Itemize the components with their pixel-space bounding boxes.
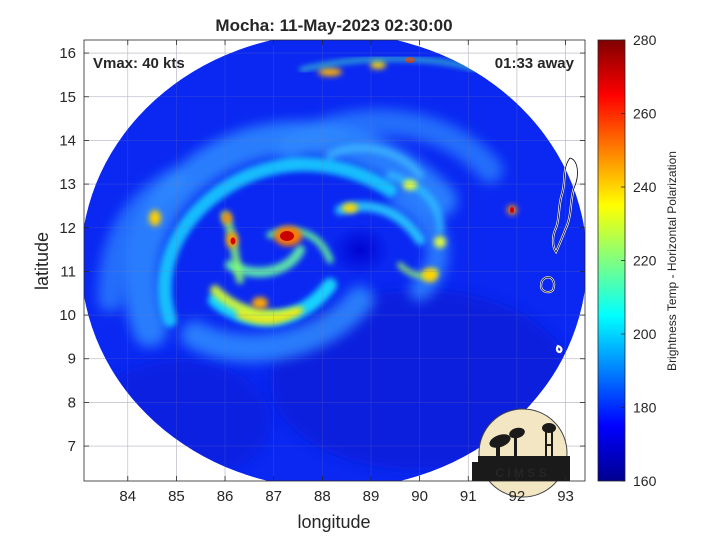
y-tick-label: 12 [59, 220, 76, 237]
colorbar [597, 39, 626, 482]
colorbar-tick-label: 260 [633, 106, 657, 122]
y-tick-label: 16 [59, 45, 76, 62]
colorbar-tick-label: 240 [633, 179, 657, 195]
x-tick-label: 90 [411, 488, 428, 505]
x-tick-label: 93 [557, 488, 574, 505]
x-tick-label: 92 [509, 488, 526, 505]
colorbar-tick-label: 200 [633, 326, 657, 342]
x-tick-label: 87 [265, 488, 282, 505]
logo-text: C I M S S [495, 466, 546, 480]
colorbar-tick-label: 160 [633, 473, 657, 489]
chart-title: Mocha: 11-May-2023 02:30:00 [215, 16, 452, 35]
y-tick-label: 9 [68, 351, 76, 368]
x-tick-label: 89 [363, 488, 380, 505]
x-tick-label: 85 [168, 488, 185, 505]
x-tick-label: 88 [314, 488, 331, 505]
x-tick-label: 86 [217, 488, 234, 505]
x-tick-label: 84 [119, 488, 136, 505]
x-axis-label: longitude [297, 512, 370, 532]
y-tick-label: 8 [68, 394, 76, 411]
colorbar-ticks: 160 180 200 220 240 260 280 [621, 32, 657, 489]
vmax-label: Vmax: 40 kts [93, 55, 185, 72]
cimss-logo: C I M S S [472, 408, 570, 498]
x-tick-label: 91 [460, 488, 477, 505]
colorbar-tick-label: 180 [633, 400, 657, 416]
colorbar-label: Brightness Temp - Horizontal Polarizatio… [665, 151, 679, 371]
y-tick-label: 13 [59, 176, 76, 193]
colorbar-tick-label: 280 [633, 32, 657, 48]
axes-frame [83, 39, 586, 482]
y-tick-label: 11 [60, 263, 76, 280]
y-tick-label: 10 [59, 307, 76, 324]
y-tick-label: 15 [59, 89, 76, 106]
time-offset-label: 01:33 away [495, 55, 575, 72]
colorbar-tick-label: 220 [633, 253, 657, 269]
y-tick-label: 7 [68, 438, 76, 455]
y-axis-label: latitude [32, 232, 52, 290]
y-tick-label: 14 [59, 132, 76, 149]
